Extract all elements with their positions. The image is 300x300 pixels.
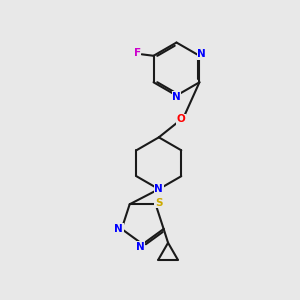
Text: N: N bbox=[172, 92, 181, 102]
Text: N: N bbox=[154, 184, 163, 194]
Text: O: O bbox=[176, 114, 185, 124]
Text: N: N bbox=[197, 49, 206, 59]
Text: F: F bbox=[134, 48, 141, 58]
Text: N: N bbox=[136, 242, 145, 252]
Text: S: S bbox=[155, 198, 162, 208]
Text: N: N bbox=[114, 224, 123, 234]
